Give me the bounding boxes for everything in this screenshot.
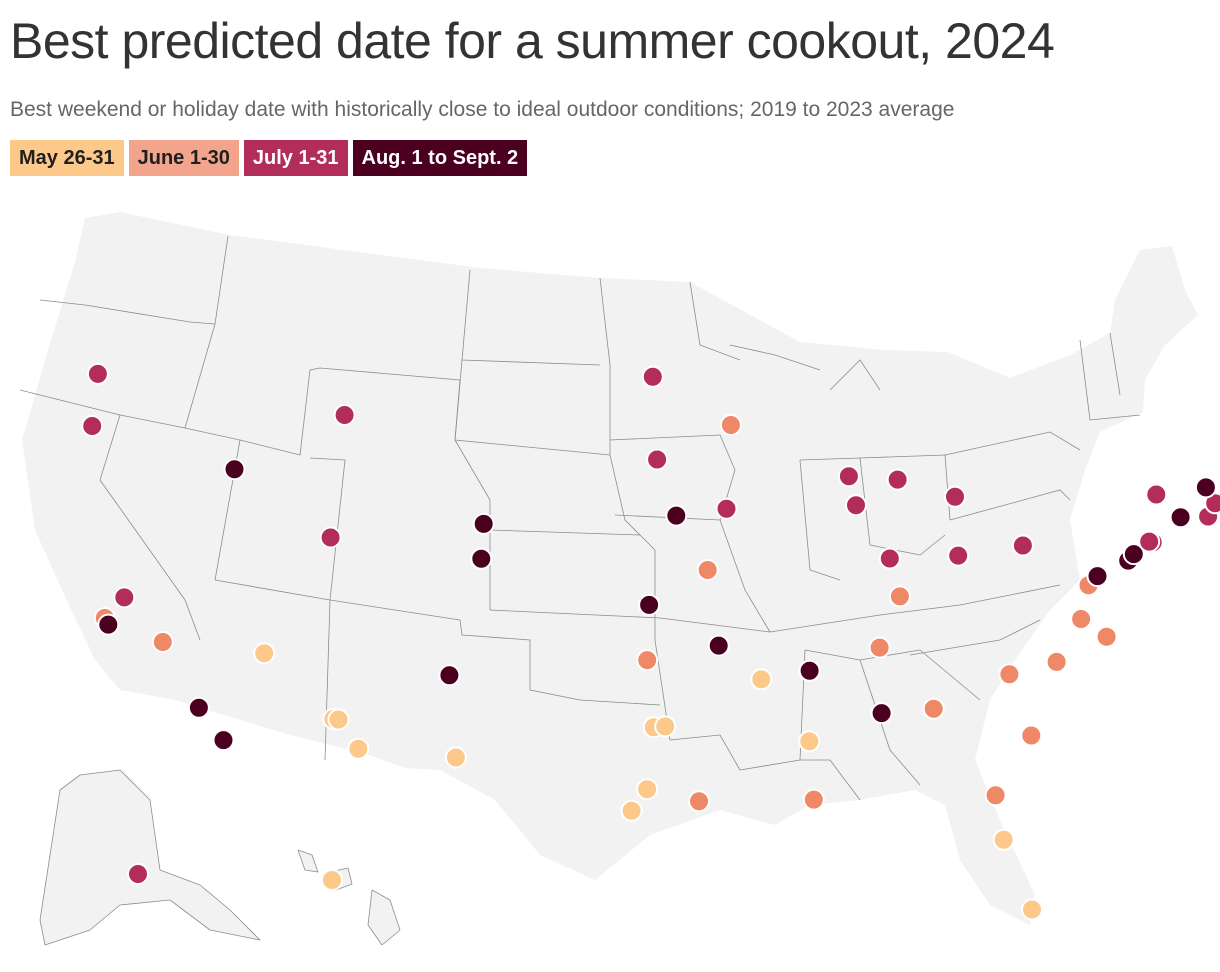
city-marker-aug[interactable] — [870, 702, 893, 725]
city-marker-alaska[interactable] — [127, 863, 149, 885]
city-marker-june[interactable] — [888, 585, 911, 608]
legend: May 26-31 June 1-30 July 1-31 Aug. 1 to … — [10, 140, 528, 176]
city-marker-july[interactable] — [845, 494, 867, 517]
city-marker-june[interactable] — [922, 697, 945, 720]
legend-item-july: July 1-31 — [243, 140, 348, 176]
city-marker-july[interactable] — [944, 485, 966, 508]
city-marker-aug[interactable] — [212, 729, 235, 752]
city-marker-aug[interactable] — [707, 634, 730, 657]
city-marker-june[interactable] — [998, 663, 1021, 686]
city-marker-july[interactable] — [886, 468, 909, 491]
city-marker-aug[interactable] — [798, 659, 821, 682]
legend-item-june: June 1-30 — [128, 140, 239, 176]
city-marker-aug[interactable] — [472, 512, 495, 535]
city-marker-aug[interactable] — [1169, 506, 1192, 529]
city-marker-july[interactable] — [113, 586, 136, 609]
city-marker-may[interactable] — [750, 668, 773, 691]
city-marker-july[interactable] — [947, 544, 970, 567]
city-marker-july[interactable] — [641, 365, 664, 388]
city-marker-may[interactable] — [654, 715, 677, 738]
city-marker-may[interactable] — [1021, 898, 1043, 921]
city-markers — [81, 362, 1220, 921]
city-marker-aug[interactable] — [665, 504, 688, 527]
city-marker-june[interactable] — [1095, 625, 1118, 648]
city-marker-may[interactable] — [620, 799, 643, 822]
city-marker-may[interactable] — [444, 746, 467, 769]
city-marker-aug[interactable] — [223, 458, 246, 481]
legend-item-may: May 26-31 — [10, 140, 124, 176]
alaska-shape — [39, 769, 261, 946]
city-marker-june[interactable] — [719, 414, 742, 436]
chart-subtitle: Best weekend or holiday date with histor… — [10, 98, 955, 121]
city-marker-aug[interactable] — [1086, 565, 1109, 588]
city-marker-july[interactable] — [646, 448, 669, 471]
city-marker-june[interactable] — [696, 559, 719, 581]
city-marker-june[interactable] — [1070, 608, 1093, 630]
city-marker-june[interactable] — [868, 636, 891, 659]
city-marker-july[interactable] — [1145, 483, 1168, 506]
city-marker-may[interactable] — [327, 708, 350, 731]
city-marker-may[interactable] — [253, 642, 276, 665]
city-marker-july[interactable] — [1138, 530, 1161, 553]
city-marker-june[interactable] — [802, 788, 825, 811]
city-marker-aug[interactable] — [470, 547, 493, 570]
city-marker-may[interactable] — [992, 828, 1015, 851]
city-marker-aug[interactable] — [438, 664, 461, 687]
city-marker-july[interactable] — [715, 497, 738, 520]
city-marker-june[interactable] — [984, 784, 1007, 807]
city-marker-july[interactable] — [81, 415, 104, 437]
map-background — [22, 212, 1198, 946]
city-marker-june[interactable] — [151, 631, 174, 653]
city-marker-july[interactable] — [86, 362, 109, 385]
hawaii-shape — [297, 849, 401, 946]
legend-item-aug: Aug. 1 to Sept. 2 — [352, 140, 528, 176]
city-marker-june[interactable] — [636, 649, 659, 672]
city-marker-june[interactable] — [688, 790, 710, 813]
city-marker-aug[interactable] — [638, 593, 661, 616]
city-marker-july[interactable] — [1204, 492, 1220, 515]
city-marker-aug[interactable] — [97, 613, 120, 636]
city-marker-july[interactable] — [333, 404, 356, 426]
city-marker-hawaii[interactable] — [321, 869, 343, 891]
city-marker-july[interactable] — [837, 465, 860, 488]
city-marker-june[interactable] — [1020, 724, 1043, 747]
city-marker-june[interactable] — [1045, 650, 1068, 673]
city-marker-july[interactable] — [319, 526, 342, 549]
city-marker-july[interactable] — [1011, 534, 1034, 557]
city-marker-july[interactable] — [878, 547, 901, 570]
city-marker-aug[interactable] — [1122, 543, 1145, 566]
chart-title: Best predicted date for a summer cookout… — [10, 13, 1055, 69]
city-marker-may[interactable] — [347, 737, 370, 760]
state-borders — [19, 235, 1141, 801]
us-map — [19, 212, 1220, 946]
city-marker-may[interactable] — [798, 730, 821, 753]
city-marker-aug[interactable] — [1194, 476, 1217, 499]
city-marker-aug[interactable] — [187, 696, 210, 719]
city-marker-may[interactable] — [636, 778, 659, 801]
